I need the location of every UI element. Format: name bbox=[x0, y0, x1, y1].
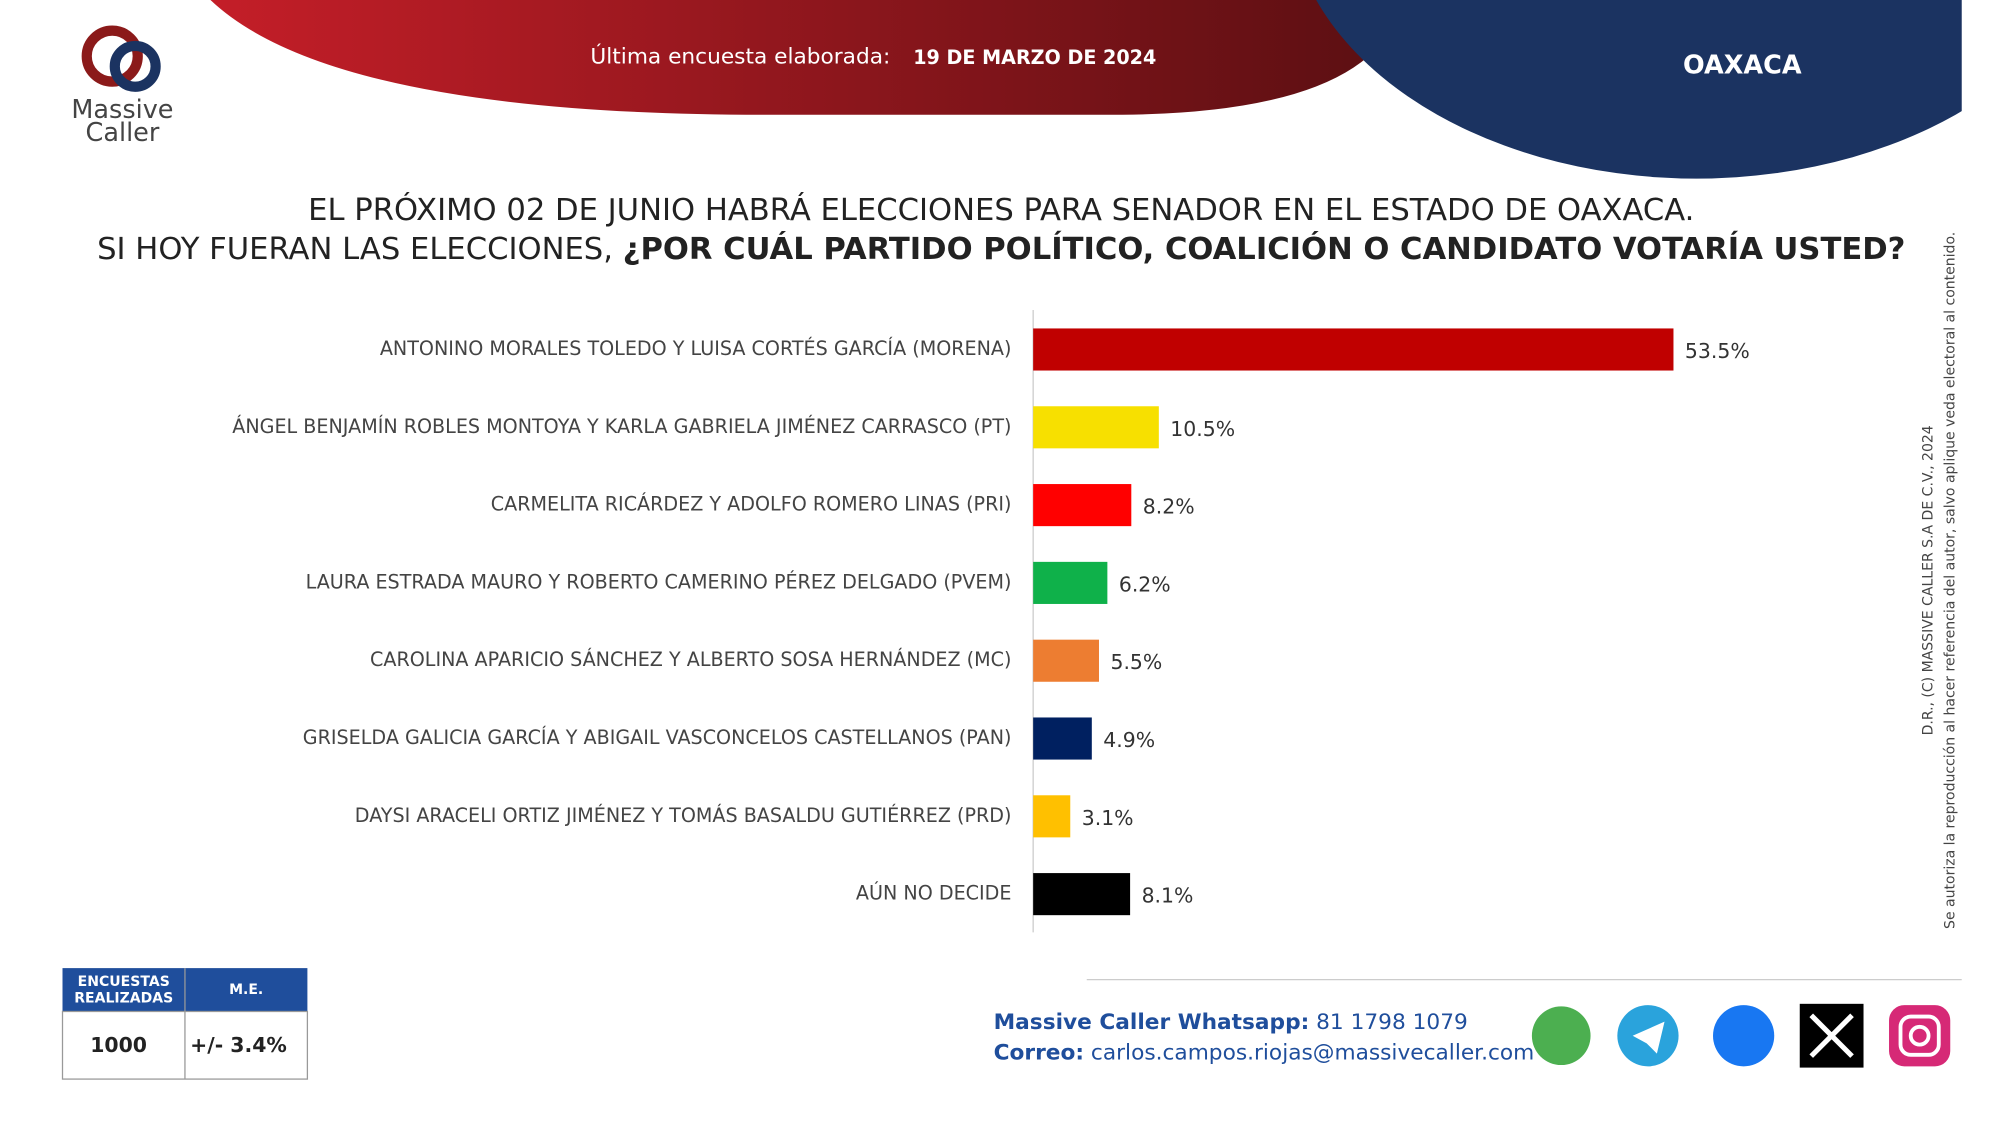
copyright: Se autoriza la reproducción al hacer ref… bbox=[1942, 232, 1958, 929]
table-header-text: ENCUESTAS REALIZADAS bbox=[74, 973, 174, 1007]
edge bbox=[1961, 0, 2000, 1125]
header-band bbox=[210, 0, 1404, 115]
value-label: 8.2% bbox=[1143, 495, 1195, 519]
table: ENCUESTAS REALIZADAS M.E. 1000 +/- 3.4% bbox=[61, 968, 309, 1080]
category-label: DAYSI ARACELI ORTIZ JIMÉNEZ Y TOMÁS BASA… bbox=[355, 804, 1012, 827]
value-label: 53.5% bbox=[1685, 339, 1750, 363]
title: SI HOY FUERAN LAS ELECCIONES, ¿POR CUÁL … bbox=[97, 229, 1905, 266]
category-label: ÁNGEL BENJAMÍN ROBLES MONTOYA Y KARLA GA… bbox=[232, 415, 1011, 438]
survey-date: 19 DE MARZO DE 2024 bbox=[913, 46, 1156, 69]
telegram-glyph bbox=[1632, 1021, 1665, 1054]
table-cell: +/- 3.4% bbox=[190, 1033, 287, 1057]
value-label: 10.5% bbox=[1170, 417, 1235, 441]
bars: ANTONINO MORALES TOLEDO Y LUISA CORTÉS G… bbox=[232, 328, 1750, 916]
email: carlos.campos.riojas@massivecaller.com bbox=[1091, 1041, 1534, 1066]
whatsapp-icon[interactable] bbox=[1531, 1006, 1591, 1066]
logo-text: Caller bbox=[86, 118, 160, 148]
category-label: ANTONINO MORALES TOLEDO Y LUISA CORTÉS G… bbox=[380, 337, 1012, 360]
instagram-glyph bbox=[1908, 1024, 1931, 1047]
bar bbox=[1033, 561, 1108, 604]
bar bbox=[1033, 717, 1092, 760]
title: EL PRÓXIMO 02 DE JUNIO HABRÁ ELECCIONES … bbox=[308, 191, 1694, 228]
bar bbox=[1033, 873, 1131, 916]
value-label: 4.9% bbox=[1103, 728, 1155, 752]
value-label: 5.5% bbox=[1110, 650, 1162, 674]
email-label: Correo: bbox=[994, 1041, 1084, 1066]
instagram-icon[interactable] bbox=[1889, 1005, 1951, 1067]
state: OAXACA bbox=[1683, 50, 1802, 80]
whatsapp: 81 1798 1079 bbox=[1316, 1010, 1468, 1035]
logo-ring bbox=[81, 25, 143, 87]
title-bold: ¿POR CUÁL PARTIDO POLÍTICO, COALICIÓN O … bbox=[623, 229, 1906, 266]
bar bbox=[1033, 795, 1071, 838]
table-cell: 1000 bbox=[90, 1033, 147, 1057]
logo-text: Massive bbox=[71, 95, 173, 125]
table-cell: ENCUESTAS REALIZADAS bbox=[74, 973, 174, 1007]
value-label: 8.1% bbox=[1142, 884, 1194, 908]
value-label: 6.2% bbox=[1119, 572, 1171, 596]
header-circle bbox=[1316, 0, 2000, 179]
facebook-icon[interactable] bbox=[1713, 1005, 1775, 1067]
x-glyph bbox=[1809, 1013, 1854, 1058]
title-regular: SI HOY FUERAN LAS ELECCIONES, bbox=[97, 232, 613, 267]
category-label: GRISELDA GALICIA GARCÍA Y ABIGAIL VASCON… bbox=[303, 726, 1012, 749]
category-label: AÚN NO DECIDE bbox=[856, 881, 1012, 905]
value-label: 3.1% bbox=[1082, 806, 1134, 830]
category-label: CAROLINA APARICIO SÁNCHEZ Y ALBERTO SOSA… bbox=[370, 648, 1011, 671]
footer-text: Massive Caller Whatsapp: 81 1798 1079 bbox=[994, 1010, 1468, 1035]
footer-text: Correo: carlos.campos.riojas@massivecall… bbox=[994, 1041, 1535, 1066]
logo: Massive Caller bbox=[71, 25, 173, 148]
category-label: LAURA ESTRADA MAURO Y ROBERTO CAMERINO P… bbox=[306, 570, 1012, 593]
logo-ring bbox=[109, 40, 161, 92]
category-label: CARMELITA RICÁRDEZ Y ADOLFO ROMERO LINAS… bbox=[491, 493, 1012, 516]
table-header-text: M.E. bbox=[229, 982, 263, 998]
bar bbox=[1033, 484, 1132, 527]
instagram-glyph bbox=[1898, 1014, 1941, 1057]
bar bbox=[1033, 406, 1159, 449]
whatsapp-label: Massive Caller Whatsapp: bbox=[994, 1010, 1310, 1035]
copyright: D.R., (C) MASSIVE CALLER S.A DE C.V., 20… bbox=[1921, 425, 1937, 735]
bar bbox=[1033, 328, 1674, 371]
survey-label: Última encuesta elaborada: bbox=[590, 43, 890, 69]
bar bbox=[1033, 639, 1099, 682]
